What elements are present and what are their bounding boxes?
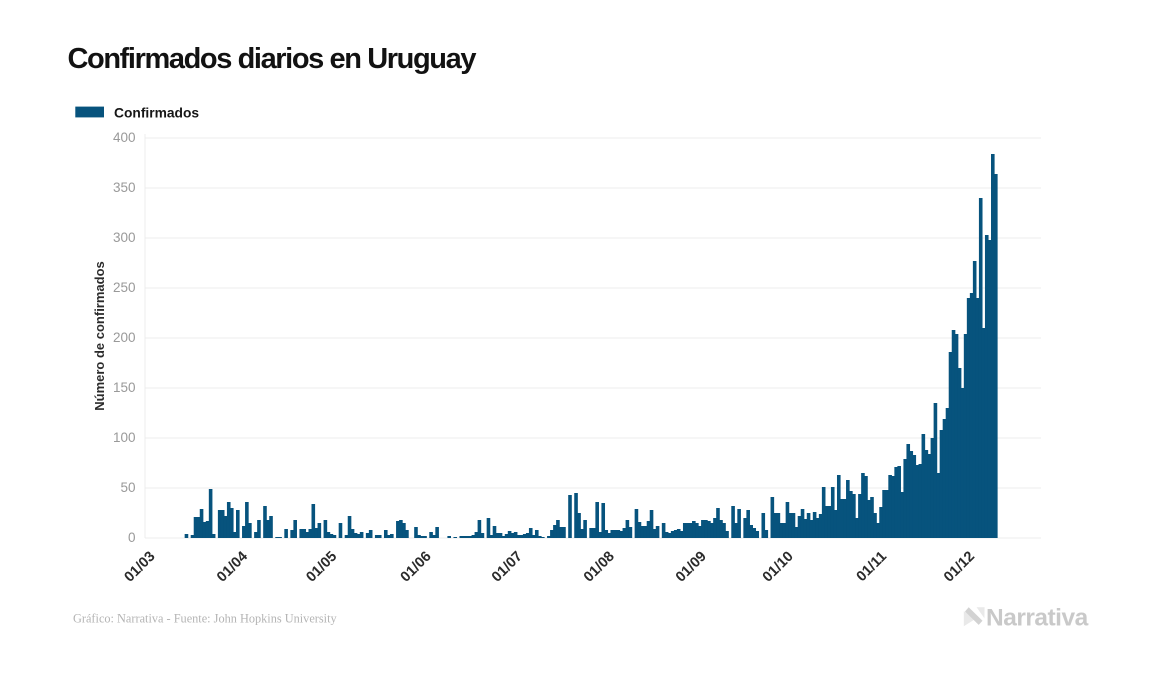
svg-text:300: 300: [113, 230, 136, 245]
svg-text:150: 150: [113, 380, 136, 395]
svg-text:Confirmados diarios en Uruguay: Confirmados diarios en Uruguay: [68, 43, 477, 75]
svg-text:Número de confirmados: Número de confirmados: [92, 261, 107, 411]
svg-text:100: 100: [113, 430, 136, 445]
svg-text:350: 350: [113, 180, 136, 195]
svg-text:250: 250: [113, 280, 136, 295]
svg-text:Gráfico: Narrativa - Fuente: J: Gráfico: Narrativa - Fuente: John Hopkin…: [73, 612, 337, 626]
svg-text:200: 200: [113, 330, 136, 345]
svg-text:400: 400: [113, 130, 136, 145]
svg-text:50: 50: [120, 480, 135, 495]
svg-text:Confirmados: Confirmados: [114, 105, 199, 120]
svg-text:Narrativa: Narrativa: [986, 605, 1089, 632]
svg-text:0: 0: [128, 530, 136, 545]
